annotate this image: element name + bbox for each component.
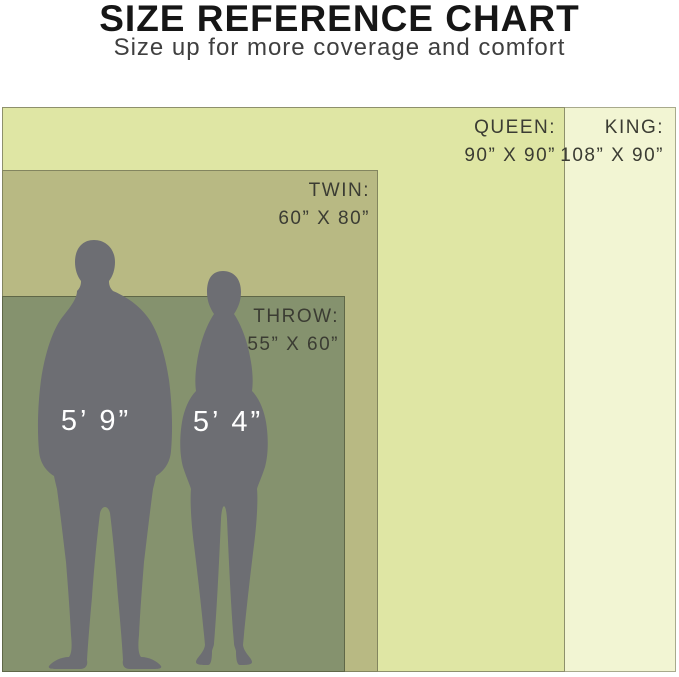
woman-height-label: 5’ 4” xyxy=(192,406,264,438)
twin-size-name: TWIN: xyxy=(308,180,370,201)
throw-size-name: THROW: xyxy=(253,306,339,327)
woman-silhouette xyxy=(180,271,268,665)
king-size-label: KING: 108” X 90” xyxy=(560,114,664,170)
throw-size-label: THROW: 55” X 60” xyxy=(247,303,339,359)
twin-size-dims: 60” X 80” xyxy=(278,208,370,229)
king-size-name: KING: xyxy=(604,117,664,138)
queen-size-label: QUEEN: 90” X 90” xyxy=(464,114,556,170)
page-title: SIZE REFERENCE CHART xyxy=(99,0,580,39)
throw-size-dims: 55” X 60” xyxy=(247,334,339,355)
man-height-label: 5’ 9” xyxy=(60,405,132,437)
man-silhouette xyxy=(37,240,173,669)
size-comparison-chart: KING: 108” X 90” QUEEN: 90” X 90” TWIN: … xyxy=(2,107,676,672)
page-subtitle: Size up for more coverage and comfort xyxy=(113,34,566,61)
king-size-dims: 108” X 90” xyxy=(560,145,664,166)
reference-figures xyxy=(37,240,268,669)
twin-size-label: TWIN: 60” X 80” xyxy=(278,177,370,233)
queen-size-dims: 90” X 90” xyxy=(464,145,556,166)
queen-size-name: QUEEN: xyxy=(474,117,556,138)
